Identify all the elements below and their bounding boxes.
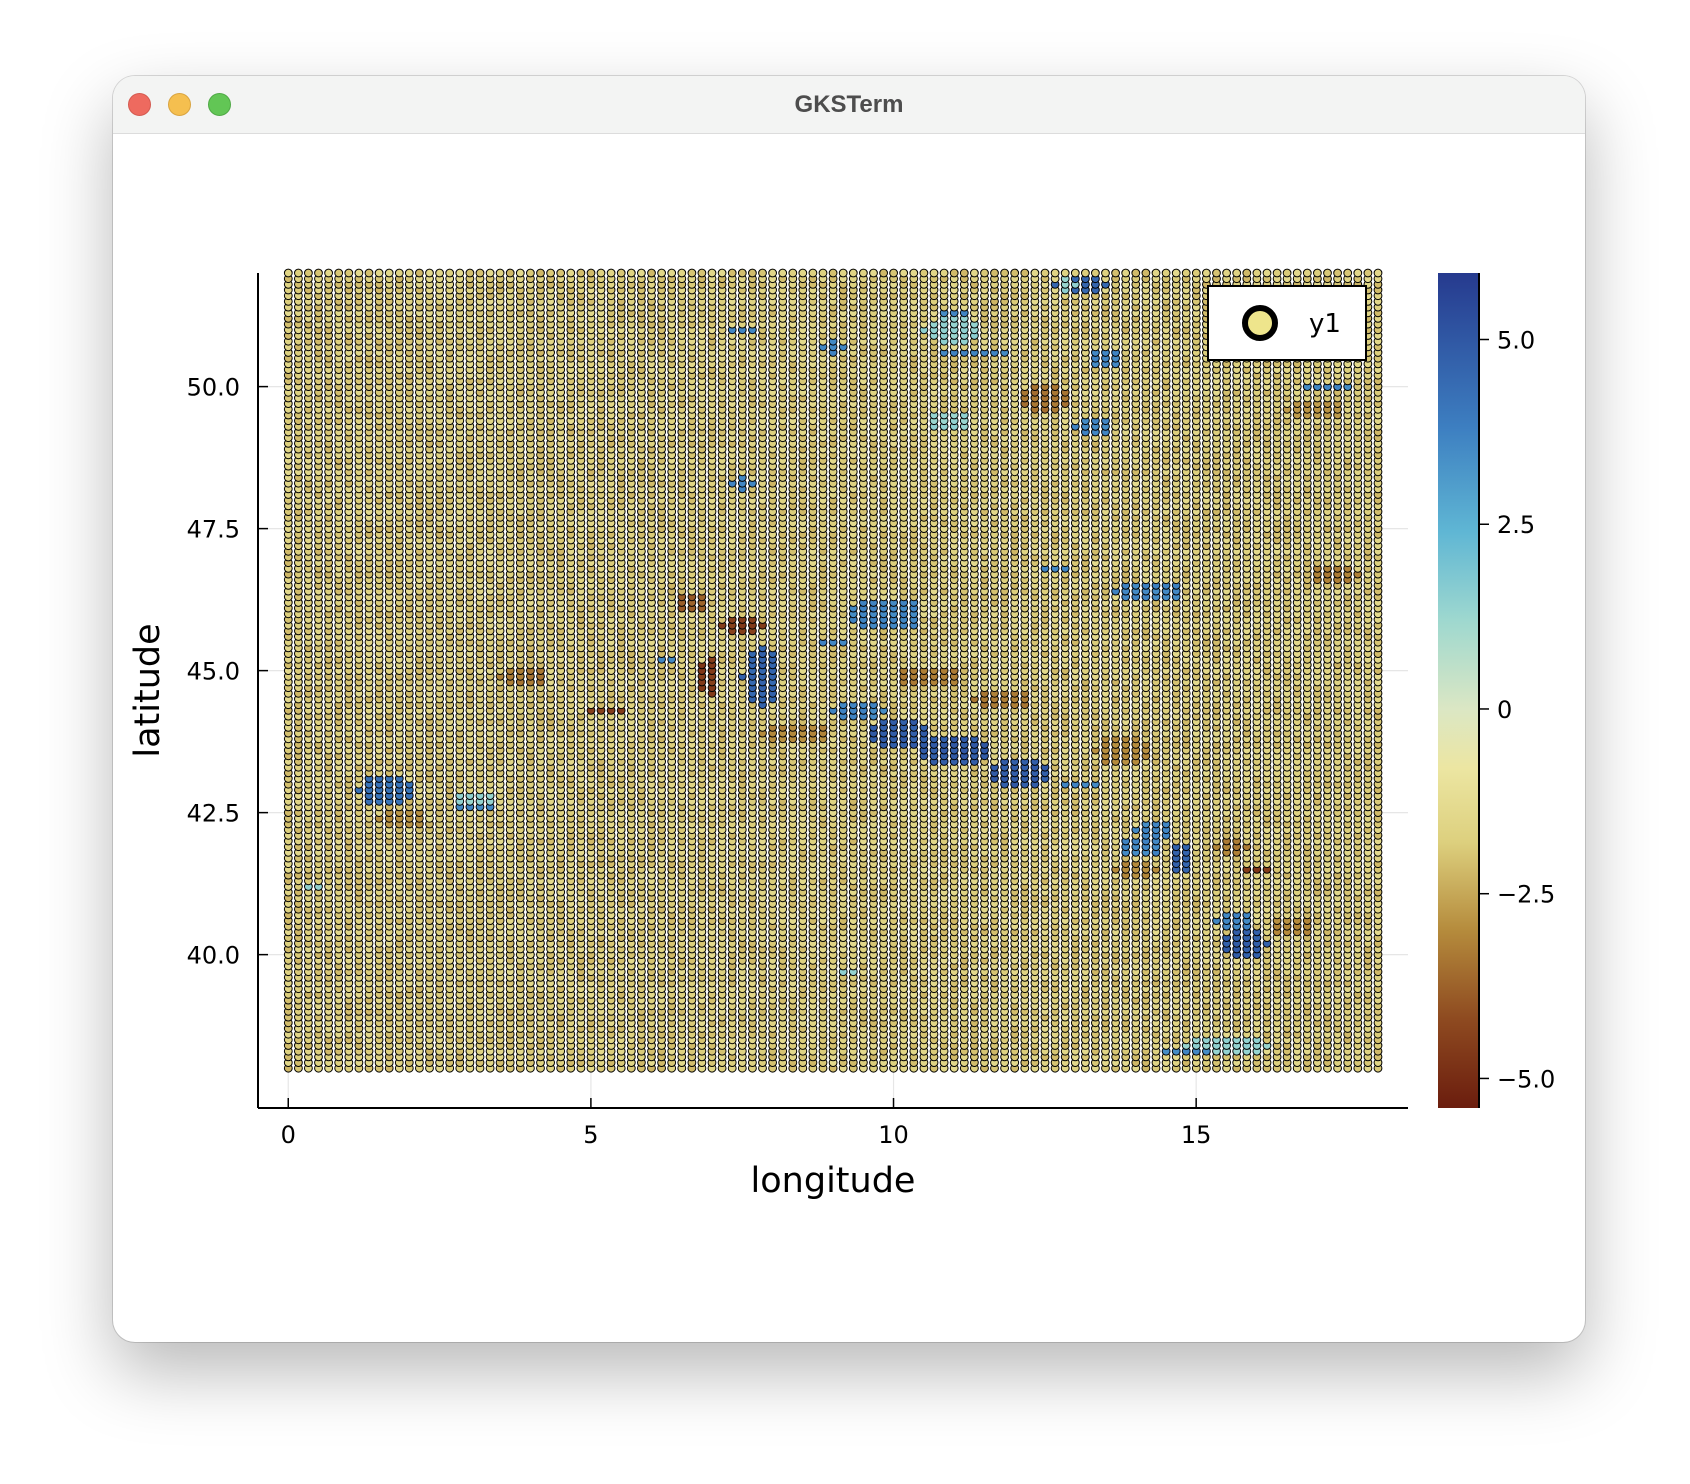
gksterm-window: GKSTerm 0 5 10 15 40.0 42.5 45.0 47.5 50.0 long… (113, 76, 1585, 1342)
title-bar: GKSTerm (113, 76, 1585, 134)
window-title: GKSTerm (794, 91, 904, 118)
close-button[interactable] (128, 93, 151, 116)
scatter-points (283, 268, 1383, 1073)
minimize-button[interactable] (168, 93, 191, 116)
zoom-button[interactable] (208, 93, 231, 116)
scatter-plot: 0 5 10 15 40.042.545.047.550.0 longitude la… (128, 268, 1555, 1201)
